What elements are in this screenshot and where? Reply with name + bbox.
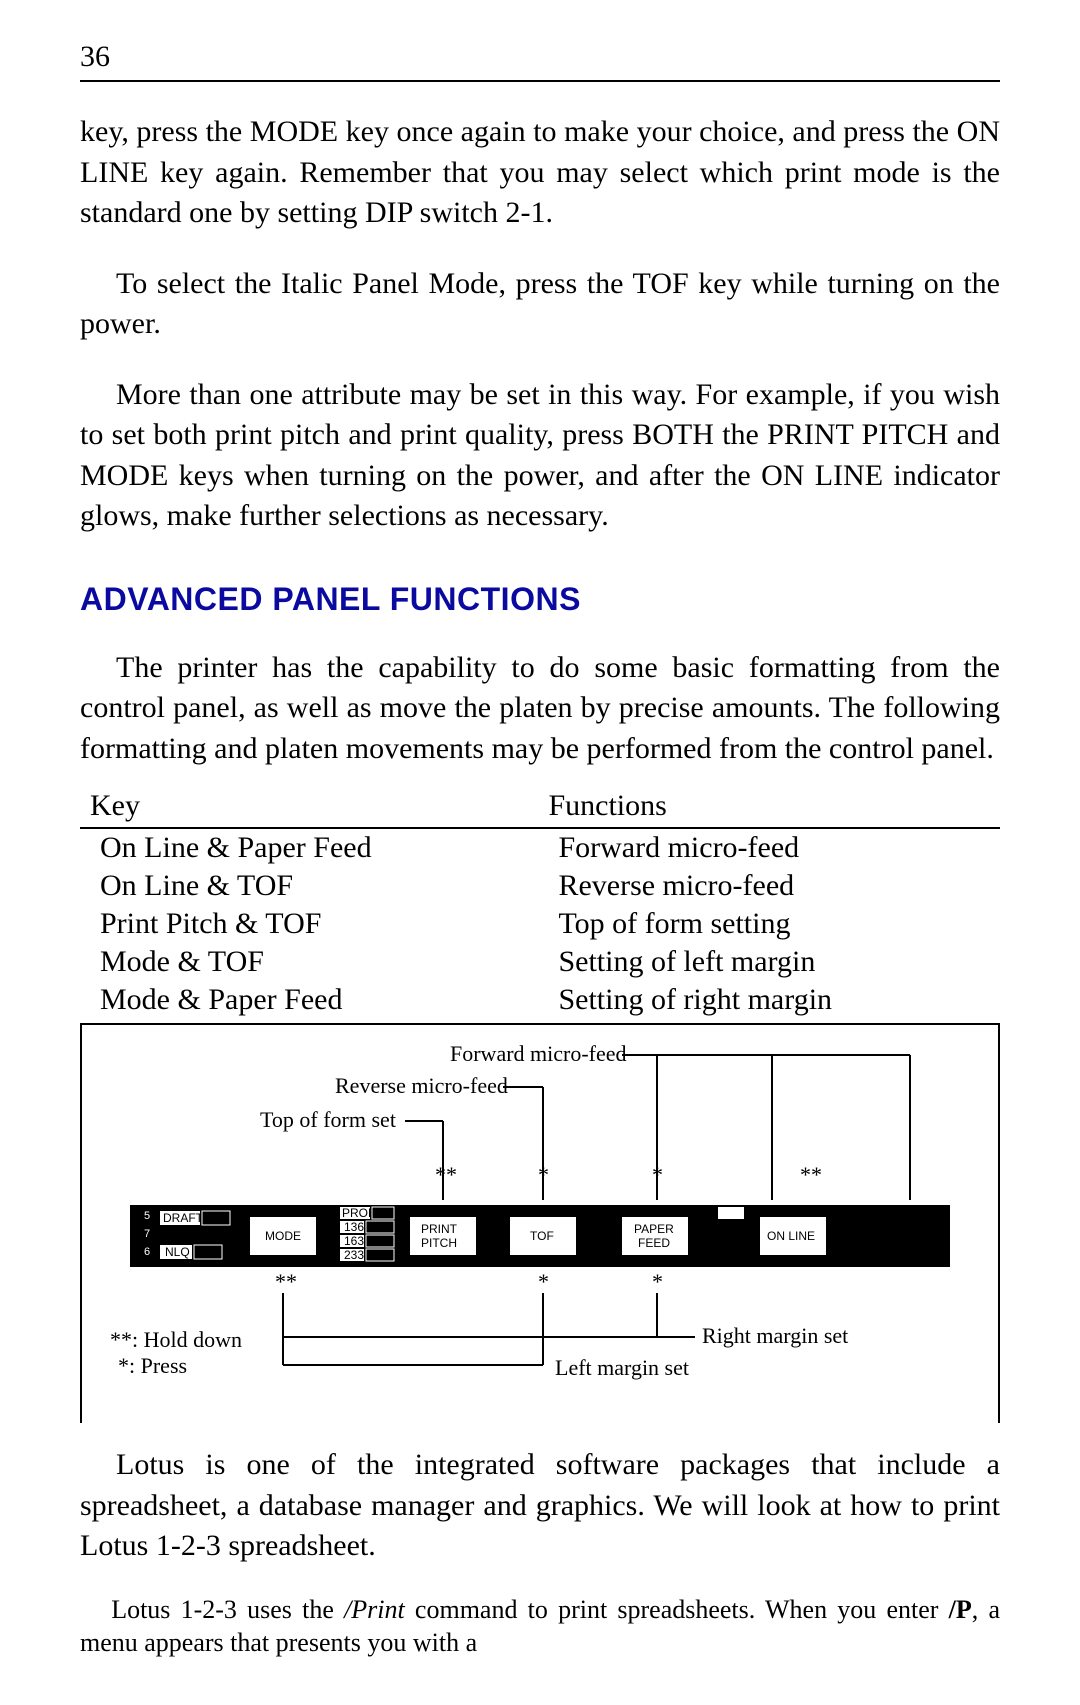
table-row: Mode & TOFSetting of left margin [80,943,1000,981]
svg-text:FEED: FEED [638,1236,670,1250]
paragraph-6: Lotus 1-2-3 uses the /Print command to p… [80,1593,1000,1660]
paragraph-2: To select the Italic Panel Mode, press t… [80,264,1000,345]
table-header-key: Key [80,787,538,828]
svg-text:NLQ: NLQ [165,1245,190,1259]
table-row: On Line & Paper FeedForward micro-feed [80,828,1000,867]
label-left-margin-set: Left margin set [555,1355,689,1380]
label-reverse-micro-feed: Reverse micro-feed [335,1073,508,1098]
svg-text:PRINT: PRINT [421,1222,458,1236]
paragraph-1: key, press the MODE key once again to ma… [80,112,1000,234]
svg-text:PITCH: PITCH [421,1236,457,1250]
svg-text:*: * [652,1162,663,1187]
svg-text:233: 233 [344,1248,364,1262]
control-panel-diagram: Forward micro-feed Reverse micro-feed To… [80,1023,1000,1423]
legend-press: *: Press [118,1353,187,1378]
table-header-func: Functions [538,787,1000,828]
svg-text:**: ** [275,1269,297,1294]
page-number: 36 [80,40,1000,82]
svg-text:*: * [538,1162,549,1187]
table-row: Print Pitch & TOFTop of form setting [80,905,1000,943]
svg-text:136: 136 [344,1220,364,1234]
svg-text:163: 163 [344,1234,364,1248]
label-forward-micro-feed: Forward micro-feed [450,1041,627,1066]
svg-text:PAPER: PAPER [634,1222,674,1236]
section-heading: ADVANCED PANEL FUNCTIONS [80,581,1000,618]
functions-table: Key Functions On Line & Paper FeedForwar… [80,787,1000,1019]
svg-text:*: * [652,1269,663,1294]
svg-text:PROP: PROP [342,1206,376,1220]
label-top-of-form-set: Top of form set [260,1107,396,1132]
svg-text:7: 7 [144,1228,150,1240]
svg-text:MODE: MODE [265,1229,301,1243]
legend-hold-down: **: Hold down [110,1327,242,1352]
svg-text:*: * [538,1269,549,1294]
paragraph-4: The printer has the capability to do som… [80,648,1000,770]
svg-text:5: 5 [144,1210,150,1222]
paragraph-5: Lotus is one of the integrated software … [80,1445,1000,1567]
svg-text:**: ** [800,1162,822,1187]
svg-text:ON LINE: ON LINE [767,1229,815,1243]
svg-text:**: ** [435,1162,457,1187]
table-row: Mode & Paper FeedSetting of right margin [80,981,1000,1019]
svg-text:TOF: TOF [530,1229,554,1243]
svg-text:DRAFT: DRAFT [163,1211,204,1225]
table-row: On Line & TOFReverse micro-feed [80,867,1000,905]
svg-text:6: 6 [144,1246,150,1258]
label-right-margin-set: Right margin set [702,1323,848,1348]
paragraph-3: More than one attribute may be set in th… [80,375,1000,537]
